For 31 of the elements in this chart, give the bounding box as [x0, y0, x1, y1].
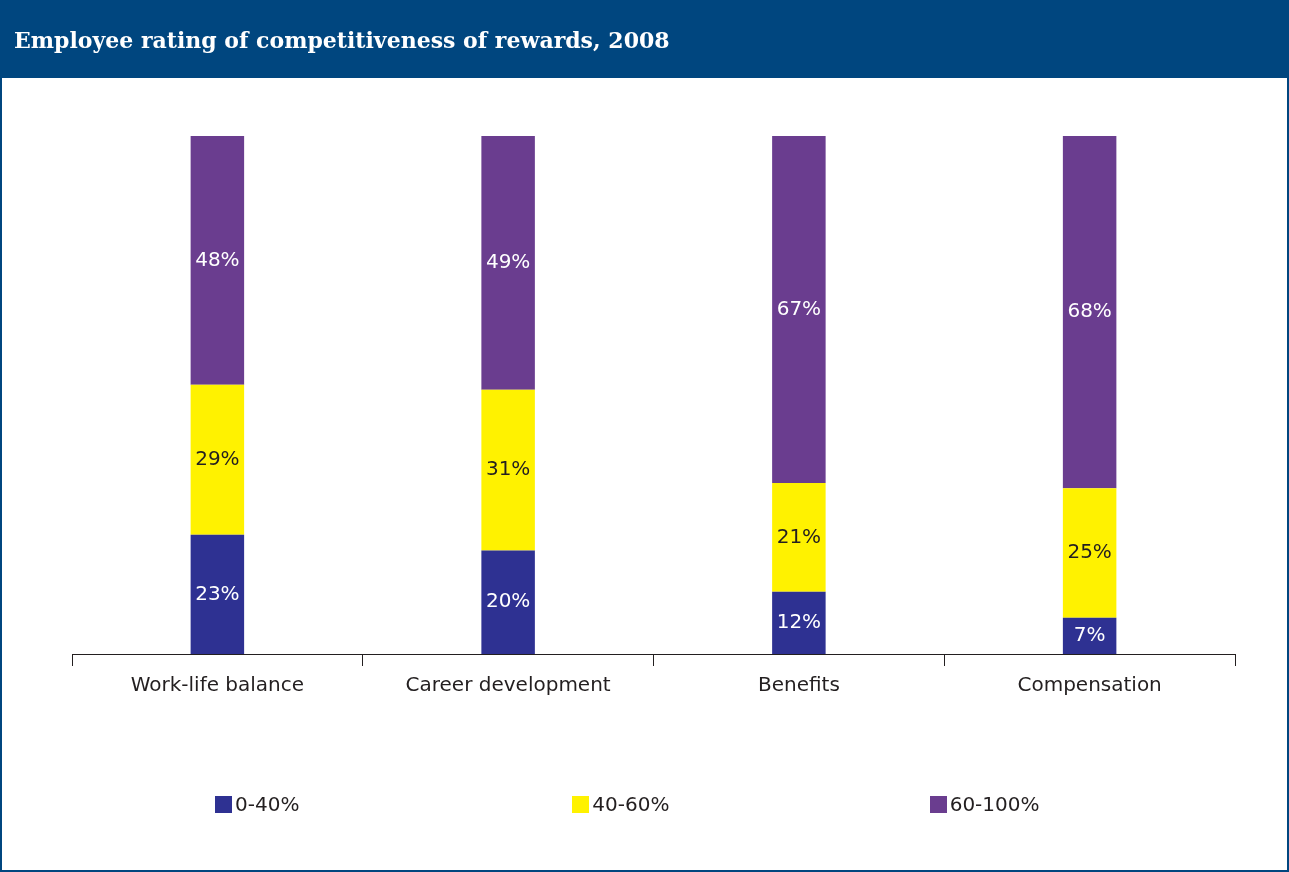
- data-label: 12%: [776, 609, 822, 634]
- legend-label: 60-100%: [949, 792, 1040, 816]
- bar: [481, 136, 535, 390]
- data-label: 21%: [776, 523, 822, 548]
- x-tick-label: Career development: [405, 672, 611, 697]
- x-tick-label: Compensation: [1017, 672, 1162, 697]
- data-label: 29%: [195, 445, 240, 470]
- data-label: 68%: [1067, 298, 1112, 323]
- bar: [481, 389, 535, 551]
- bar: [190, 136, 245, 385]
- bar: [481, 550, 535, 654]
- data-label: 7%: [1073, 622, 1106, 647]
- x-tick-label: Benefits: [757, 672, 840, 697]
- bar: [1062, 136, 1117, 489]
- bar: [190, 384, 245, 535]
- bar: [1062, 488, 1117, 618]
- data-label: 48%: [195, 246, 240, 271]
- data-label: 20%: [485, 588, 531, 613]
- data-label: 23%: [195, 580, 240, 605]
- bar: [772, 483, 826, 592]
- x-tick-label: Work-life balance: [130, 672, 305, 697]
- bar: [772, 591, 826, 654]
- bar: [772, 136, 826, 484]
- data-label: 25%: [1067, 539, 1112, 564]
- legend-label: 0-40%: [235, 792, 300, 816]
- data-label: 31%: [485, 456, 531, 481]
- legend-label: 40-60%: [592, 792, 670, 816]
- data-label: 67%: [776, 295, 822, 320]
- data-label: 49%: [485, 249, 531, 274]
- chart-title: Employee rating of competitiveness of rewards, 2008: [2, 2, 1287, 78]
- bar: [190, 534, 245, 654]
